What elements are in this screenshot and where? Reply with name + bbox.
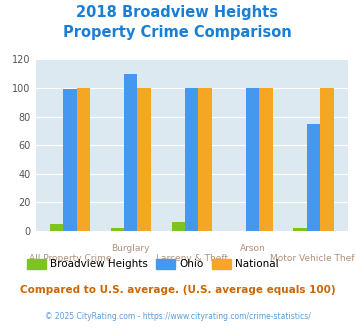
Bar xyxy=(294,228,307,231)
Bar xyxy=(320,88,334,231)
Text: Property Crime Comparison: Property Crime Comparison xyxy=(63,25,292,40)
Text: Compared to U.S. average. (U.S. average equals 100): Compared to U.S. average. (U.S. average … xyxy=(20,285,335,295)
Text: © 2025 CityRating.com - https://www.cityrating.com/crime-statistics/: © 2025 CityRating.com - https://www.city… xyxy=(45,312,310,321)
Bar xyxy=(171,222,185,231)
Bar xyxy=(77,88,90,231)
Bar xyxy=(185,88,198,231)
Text: 2018 Broadview Heights: 2018 Broadview Heights xyxy=(76,5,279,20)
Bar xyxy=(307,124,320,231)
Bar xyxy=(137,88,151,231)
Bar xyxy=(198,88,212,231)
Bar xyxy=(124,74,137,231)
Bar xyxy=(260,88,273,231)
Text: Arson: Arson xyxy=(240,244,266,253)
Legend: Broadview Heights, Ohio, National: Broadview Heights, Ohio, National xyxy=(23,254,283,273)
Bar xyxy=(246,88,260,231)
Bar xyxy=(50,224,63,231)
Text: Burglary: Burglary xyxy=(111,244,150,253)
Text: All Property Crime: All Property Crime xyxy=(28,254,111,263)
Bar xyxy=(111,228,124,231)
Bar xyxy=(63,89,77,231)
Text: Motor Vehicle Theft: Motor Vehicle Theft xyxy=(269,254,355,263)
Text: Larceny & Theft: Larceny & Theft xyxy=(155,254,228,263)
